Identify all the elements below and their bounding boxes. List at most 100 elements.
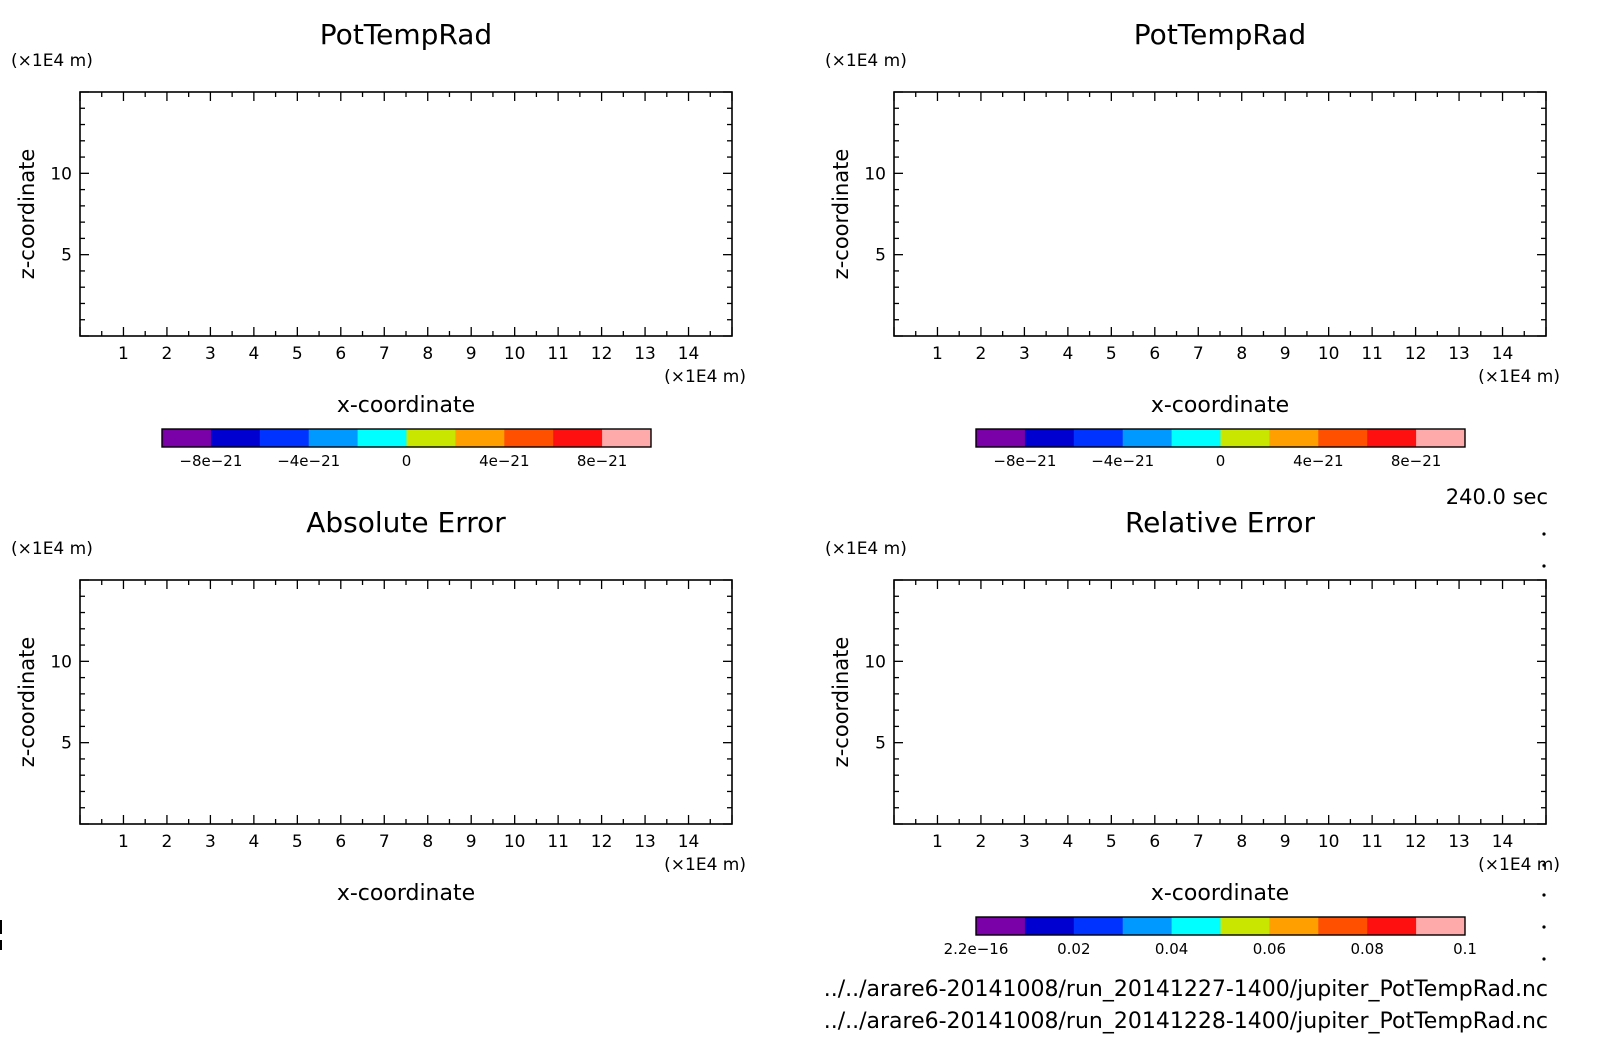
x-tick-label: 4 [1062, 832, 1073, 852]
colorbar-label: −8e−21 [179, 452, 242, 470]
plot-frame [79, 91, 733, 337]
colorbar-swatch [455, 429, 505, 447]
colorbar-label: 8e−21 [577, 452, 627, 470]
colorbar-swatch [1024, 429, 1075, 447]
chart-panel-1: PotTempRad(×1E4 m)1 2 3 4 5 6 7 8 9 10 11 12 13 14510… [11, 18, 746, 470]
colorbar-swatch [553, 429, 603, 447]
x-tick-label: 2 [162, 832, 173, 852]
colorbar-frame [161, 428, 652, 448]
edge-mark [0, 940, 2, 950]
x-unit-label: (×1E4 m) [664, 855, 746, 875]
colorbar-swatch [1367, 429, 1417, 447]
x-tick-label: 12 [1405, 344, 1427, 364]
x-tick-label: 3 [1019, 344, 1030, 364]
file-path-2: ../../arare6-20141008/run_20141228-1400/… [824, 1009, 1548, 1034]
x-tick-label: 3 [205, 344, 216, 364]
y-unit-label: (×1E4 m) [825, 539, 907, 559]
colorbar-label: 4e−21 [1293, 452, 1343, 470]
x-axis-label: x-coordinate [1151, 881, 1289, 906]
x-tick-label: 14 [1492, 832, 1514, 852]
x-tick-label: 11 [1361, 832, 1383, 852]
x-tick-label: 2 [162, 344, 173, 364]
x-tick-label: 6 [1149, 832, 1160, 852]
file-path-1: ../../arare6-20141008/run_20141227-1400/… [824, 977, 1548, 1002]
colorbar-swatch [976, 429, 1026, 447]
plot-frame [893, 91, 1547, 337]
chart-panel-3: Absolute Error(×1E4 m)1 2 3 4 5 6 7 8 9 10 11 12 13 1… [11, 506, 746, 906]
y-tick-label: 5 [875, 246, 886, 266]
x-tick-label: 5 [292, 344, 303, 364]
chart-title: Absolute Error [306, 506, 506, 539]
colorbar: −8e−21 −4e−21 0 4e−21 8e−21 [161, 428, 652, 470]
x-tick-label: 8 [1236, 344, 1247, 364]
x-tick-label: 5 [292, 832, 303, 852]
x-tick-label: 11 [547, 344, 569, 364]
margin-dot [1542, 863, 1546, 867]
colorbar-label: 0.1 [1453, 940, 1477, 958]
x-tick-label: 8 [422, 344, 433, 364]
colorbar-label: 0.02 [1057, 940, 1090, 958]
x-tick-label: 1 [932, 832, 943, 852]
colorbar-swatch [1220, 429, 1270, 447]
margin-dot [1542, 925, 1546, 929]
x-tick-label: 2 [976, 344, 987, 364]
x-axis-label: x-coordinate [337, 881, 475, 906]
y-tick-label: 10 [50, 652, 72, 672]
x-tick-label: 14 [678, 832, 700, 852]
colorbar-swatch [1073, 429, 1124, 447]
colorbar-swatch [1269, 917, 1319, 935]
colorbar-swatch [1416, 917, 1466, 935]
x-tick-label: 5 [1106, 344, 1117, 364]
x-tick-label: 9 [1280, 344, 1291, 364]
x-unit-label: (×1E4 m) [1478, 367, 1560, 387]
x-tick-label: 1 [932, 344, 943, 364]
colorbar-label: 2.2e−16 [944, 940, 1009, 958]
x-tick-label: 14 [1492, 344, 1514, 364]
x-tick-label: 8 [422, 832, 433, 852]
x-tick-label: 7 [379, 832, 390, 852]
colorbar-swatch [162, 429, 212, 447]
colorbar-swatch [1024, 917, 1075, 935]
x-tick-label: 7 [1193, 344, 1204, 364]
colorbar-swatch [1416, 429, 1466, 447]
x-unit-label: (×1E4 m) [664, 367, 746, 387]
x-tick-label: 6 [1149, 344, 1160, 364]
chart-title: PotTempRad [320, 18, 492, 51]
x-tick-label: 9 [1280, 832, 1291, 852]
margin-dot [1542, 532, 1546, 536]
x-tick-label: 7 [379, 344, 390, 364]
colorbar-swatch [259, 429, 310, 447]
x-tick-label: 3 [1019, 832, 1030, 852]
x-tick-label: 4 [248, 832, 259, 852]
x-tick-label: 12 [1405, 832, 1427, 852]
y-unit-label: (×1E4 m) [11, 539, 93, 559]
x-tick-label: 1 [118, 832, 129, 852]
colorbar-label: −4e−21 [277, 452, 340, 470]
plot-frame [79, 579, 733, 825]
colorbar-label: 0.08 [1350, 940, 1383, 958]
x-tick-label: 7 [1193, 832, 1204, 852]
chart-title: PotTempRad [1134, 18, 1306, 51]
y-tick-label: 5 [61, 246, 72, 266]
y-tick-label: 5 [875, 734, 886, 754]
x-axis-label: x-coordinate [337, 393, 475, 418]
colorbar-swatch [357, 429, 407, 447]
x-tick-label: 10 [504, 344, 526, 364]
colorbar: 2.2e−16 0.02 0.04 0.06 0.08 0.1 [944, 916, 1477, 958]
colorbar-swatch [504, 429, 554, 447]
x-tick-label: 9 [466, 832, 477, 852]
colorbar-label: 8e−21 [1391, 452, 1441, 470]
colorbar-label: 4e−21 [479, 452, 529, 470]
colorbar-swatch [1122, 429, 1173, 447]
colorbar-frame [975, 428, 1466, 448]
colorbar-label: −8e−21 [993, 452, 1056, 470]
x-tick-label: 5 [1106, 832, 1117, 852]
y-axis-label: z-coordinate [829, 637, 853, 768]
colorbar-swatch [976, 917, 1026, 935]
y-axis-label: z-coordinate [829, 149, 853, 280]
x-tick-label: 13 [634, 832, 656, 852]
colorbar-swatch [406, 429, 456, 447]
chart-panel-4: Relative Error(×1E4 m)1 2 3 4 5 6 7 8 9 10 11 12 13 1… [825, 506, 1560, 958]
colorbar-swatch [1171, 917, 1221, 935]
